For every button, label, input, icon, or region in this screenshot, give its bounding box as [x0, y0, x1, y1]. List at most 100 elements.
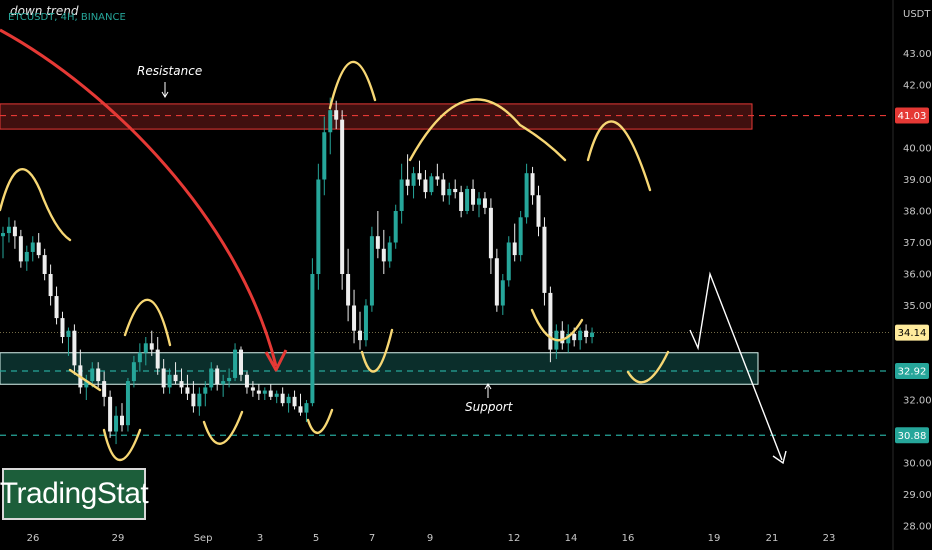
- candle[interactable]: [72, 330, 77, 366]
- candle[interactable]: [334, 110, 339, 120]
- swing-marker[interactable]: [408, 98, 567, 162]
- candle[interactable]: [441, 179, 446, 196]
- candle[interactable]: [250, 387, 255, 391]
- candle[interactable]: [167, 374, 172, 388]
- candle[interactable]: [179, 381, 184, 388]
- swing-marker[interactable]: [586, 120, 652, 192]
- candle[interactable]: [227, 377, 232, 382]
- swing-marker[interactable]: [530, 308, 584, 342]
- candle[interactable]: [363, 305, 368, 341]
- candle[interactable]: [173, 374, 178, 382]
- candle[interactable]: [471, 188, 476, 205]
- candle[interactable]: [506, 242, 511, 281]
- candle[interactable]: [518, 217, 523, 256]
- candle[interactable]: [393, 211, 398, 243]
- candle[interactable]: [316, 179, 321, 275]
- candle[interactable]: [191, 393, 196, 407]
- candle[interactable]: [447, 188, 452, 196]
- candle[interactable]: [155, 349, 160, 369]
- candle[interactable]: [369, 236, 374, 306]
- candle[interactable]: [590, 332, 595, 337]
- candle[interactable]: [197, 393, 202, 407]
- candle[interactable]: [328, 110, 333, 133]
- candle[interactable]: [209, 368, 214, 388]
- candle[interactable]: [375, 236, 380, 249]
- candle[interactable]: [143, 343, 148, 353]
- resistance-zone[interactable]: [0, 103, 753, 130]
- candle[interactable]: [84, 381, 89, 388]
- candle[interactable]: [185, 387, 190, 394]
- candle[interactable]: [488, 207, 493, 259]
- swing-marker[interactable]: [123, 298, 172, 347]
- candle[interactable]: [108, 396, 113, 432]
- candle[interactable]: [233, 349, 238, 378]
- candle[interactable]: [18, 236, 23, 262]
- candle[interactable]: [30, 242, 35, 252]
- candle[interactable]: [500, 280, 505, 306]
- swing-marker[interactable]: [626, 350, 670, 384]
- candle[interactable]: [512, 242, 517, 256]
- candle[interactable]: [530, 173, 535, 196]
- candle[interactable]: [423, 179, 428, 193]
- swing-marker[interactable]: [202, 410, 244, 445]
- candle[interactable]: [542, 226, 547, 293]
- candle[interactable]: [435, 176, 440, 180]
- candle[interactable]: [536, 195, 541, 227]
- candle[interactable]: [36, 242, 41, 256]
- candle[interactable]: [453, 188, 458, 193]
- candle[interactable]: [66, 330, 71, 337]
- candle[interactable]: [548, 292, 553, 350]
- candle[interactable]: [465, 188, 470, 211]
- candle[interactable]: [578, 330, 583, 341]
- swing-marker[interactable]: [0, 168, 72, 242]
- candle[interactable]: [274, 393, 279, 397]
- candle[interactable]: [280, 393, 285, 404]
- candle[interactable]: [60, 318, 65, 337]
- candle[interactable]: [405, 179, 410, 186]
- candle[interactable]: [298, 406, 303, 413]
- candle[interactable]: [102, 381, 107, 397]
- candle[interactable]: [358, 330, 362, 341]
- candle[interactable]: [322, 132, 327, 180]
- candle[interactable]: [524, 173, 529, 218]
- candle[interactable]: [292, 396, 297, 407]
- candle[interactable]: [12, 226, 17, 237]
- projection-path[interactable]: [689, 271, 783, 461]
- swing-marker[interactable]: [306, 408, 334, 434]
- candle[interactable]: [6, 226, 11, 234]
- candle[interactable]: [244, 374, 249, 388]
- swing-marker[interactable]: [328, 60, 377, 110]
- candle[interactable]: [221, 381, 226, 385]
- candle[interactable]: [482, 198, 487, 208]
- candle[interactable]: [381, 248, 386, 262]
- swing-marker[interactable]: [68, 368, 102, 392]
- candle[interactable]: [215, 368, 220, 385]
- candle[interactable]: [114, 415, 119, 432]
- candle[interactable]: [304, 403, 309, 413]
- candle[interactable]: [429, 176, 434, 193]
- candle[interactable]: [120, 415, 124, 426]
- candle[interactable]: [54, 296, 59, 319]
- candle[interactable]: [566, 333, 571, 344]
- candle[interactable]: [352, 305, 357, 331]
- candle[interactable]: [572, 333, 577, 341]
- candle[interactable]: [387, 242, 392, 262]
- candle[interactable]: [262, 390, 267, 394]
- candle[interactable]: [131, 362, 136, 382]
- candle[interactable]: [125, 381, 130, 426]
- candle[interactable]: [340, 119, 345, 275]
- candle[interactable]: [239, 349, 243, 375]
- candle[interactable]: [417, 173, 422, 180]
- candle[interactable]: [286, 396, 291, 404]
- candle[interactable]: [137, 352, 142, 363]
- candle[interactable]: [310, 274, 315, 404]
- candle[interactable]: [24, 251, 29, 262]
- candle[interactable]: [203, 387, 208, 394]
- candle[interactable]: [90, 368, 95, 382]
- swing-marker[interactable]: [360, 328, 394, 373]
- downtrend-curve[interactable]: [0, 28, 278, 367]
- candle[interactable]: [494, 258, 499, 306]
- candle[interactable]: [96, 368, 101, 382]
